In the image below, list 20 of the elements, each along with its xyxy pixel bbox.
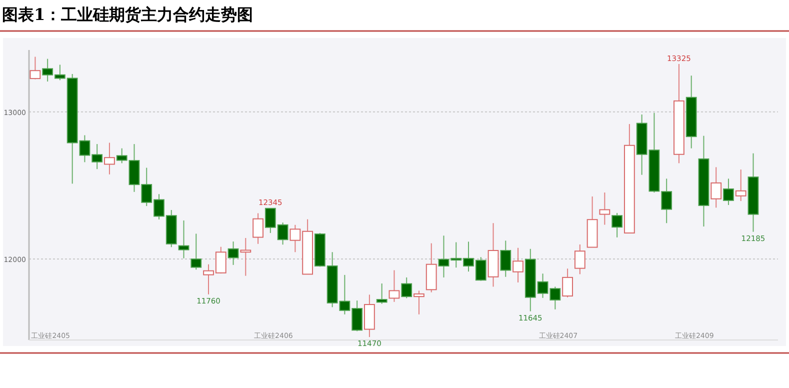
- candlestick: [488, 222, 499, 288]
- candlestick: [240, 237, 252, 276]
- candlestick: [178, 220, 190, 259]
- candlestick: [228, 241, 239, 266]
- candlestick: [104, 142, 115, 175]
- candlestick: [388, 270, 400, 302]
- candlestick: [252, 212, 264, 244]
- chart-title: 图表1：工业硅期货主力合约走势图: [2, 5, 254, 24]
- candlestick: [426, 242, 437, 293]
- candlestick: [748, 152, 759, 232]
- candlestick: [686, 75, 697, 149]
- candlestick: [414, 290, 424, 315]
- candlestick: [364, 294, 375, 338]
- candlestick: [376, 282, 388, 304]
- candlestick: [698, 135, 710, 228]
- candlestick: [710, 166, 722, 208]
- candlestick: [512, 247, 524, 283]
- candlestick: [599, 192, 610, 226]
- candlestick: [674, 63, 684, 164]
- candlestick: [500, 240, 512, 278]
